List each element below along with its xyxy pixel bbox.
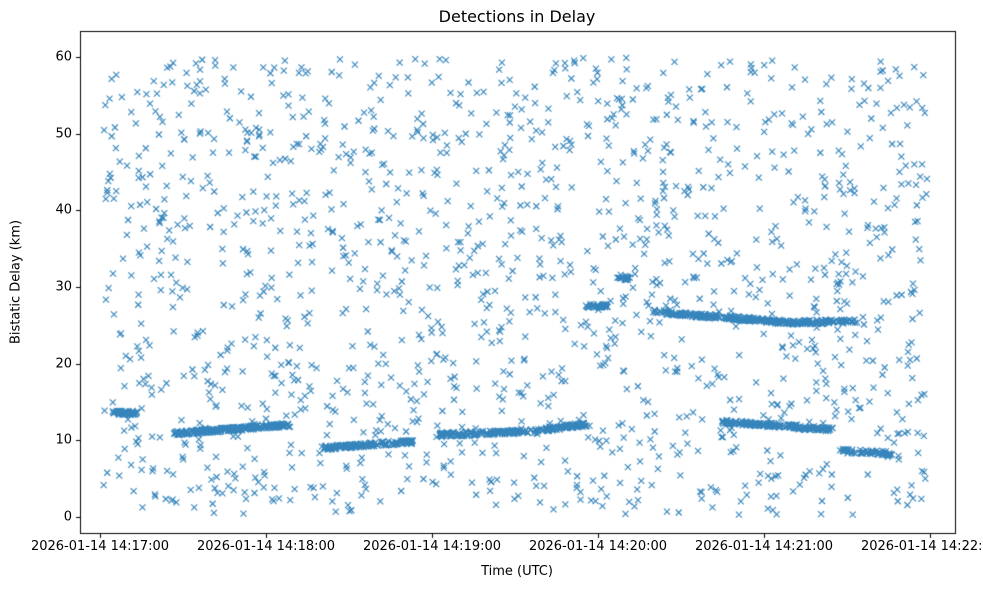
y-tick-label: 40: [55, 202, 72, 218]
y-tick-label: 60: [55, 49, 72, 65]
x-tick-label: 2026-01-14 14:22:00: [860, 539, 983, 554]
x-tick-label: 2026-01-14 14:18:00: [196, 539, 336, 554]
x-tick-label: 2026-01-14 14:17:00: [30, 539, 170, 554]
y-tick-label: 50: [55, 126, 72, 142]
y-tick-label: 0: [63, 509, 72, 525]
chart-title: Detections in Delay: [438, 7, 596, 26]
x-axis-label: Time (UTC): [481, 564, 553, 579]
y-tick-label: 20: [55, 356, 72, 372]
x-tick-label: 2026-01-14 14:21:00: [694, 539, 834, 554]
x-tick-label: 2026-01-14 14:20:00: [528, 539, 668, 554]
x-tick-label: 2026-01-14 14:19:00: [362, 539, 502, 554]
y-tick-label: 30: [55, 279, 72, 295]
y-tick-label: 10: [55, 432, 72, 448]
